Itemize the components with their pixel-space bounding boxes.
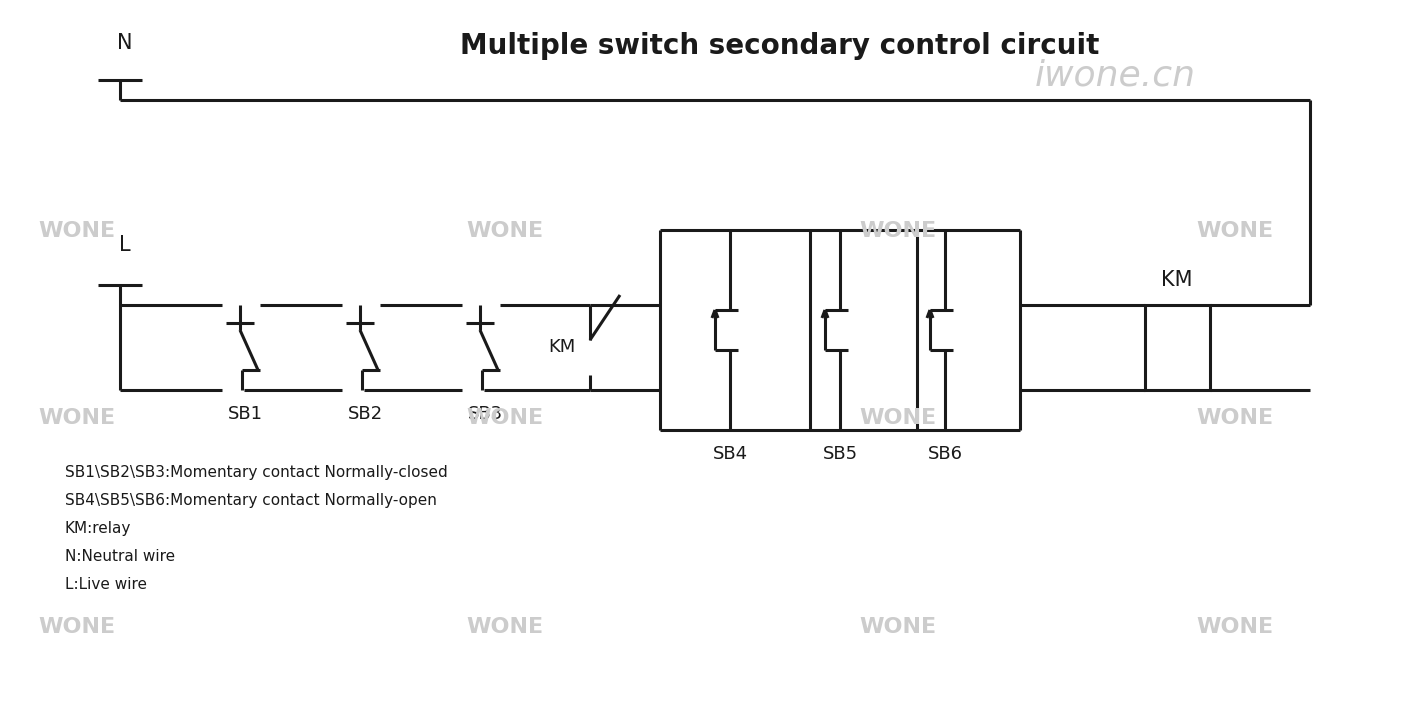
Text: WONE: WONE — [467, 408, 543, 428]
Text: iwone.cn: iwone.cn — [1035, 58, 1195, 93]
Text: N:Neutral wire: N:Neutral wire — [65, 549, 175, 564]
Text: SB5: SB5 — [822, 445, 857, 463]
Text: KM:relay: KM:relay — [65, 521, 132, 536]
Text: N: N — [118, 33, 133, 53]
Text: Multiple switch secondary control circuit: Multiple switch secondary control circui… — [460, 32, 1100, 60]
Text: WONE: WONE — [860, 221, 936, 241]
Text: SB4: SB4 — [713, 445, 748, 463]
Text: WONE: WONE — [1197, 617, 1273, 637]
Text: WONE: WONE — [39, 408, 115, 428]
Text: WONE: WONE — [39, 617, 115, 637]
Text: WONE: WONE — [860, 408, 936, 428]
Text: SB1\SB2\SB3:Momentary contact Normally-closed: SB1\SB2\SB3:Momentary contact Normally-c… — [65, 465, 448, 480]
Text: WONE: WONE — [860, 617, 936, 637]
Text: SB2: SB2 — [348, 405, 383, 423]
Text: WONE: WONE — [1197, 408, 1273, 428]
Text: SB3: SB3 — [467, 405, 502, 423]
Text: WONE: WONE — [467, 221, 543, 241]
Text: KM: KM — [1162, 270, 1193, 290]
Text: SB4\SB5\SB6:Momentary contact Normally-open: SB4\SB5\SB6:Momentary contact Normally-o… — [65, 493, 436, 508]
Text: SB6: SB6 — [927, 445, 962, 463]
Text: KM: KM — [547, 338, 575, 356]
Text: SB1: SB1 — [227, 405, 262, 423]
Text: L:Live wire: L:Live wire — [65, 577, 147, 592]
Text: WONE: WONE — [467, 617, 543, 637]
Text: WONE: WONE — [1197, 221, 1273, 241]
Text: WONE: WONE — [39, 221, 115, 241]
Bar — [1145, 305, 1209, 390]
Text: L: L — [119, 235, 130, 255]
